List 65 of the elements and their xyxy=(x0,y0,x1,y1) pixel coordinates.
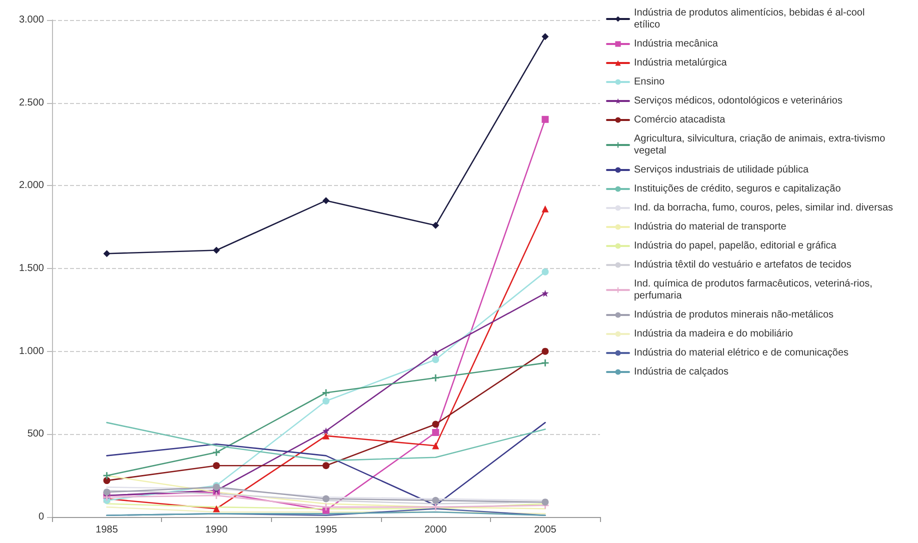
point xyxy=(212,505,220,512)
point xyxy=(212,448,220,456)
x-tick-label: 1985 xyxy=(96,524,118,536)
point xyxy=(322,389,330,396)
legend-label: Indústria do papel, papelão, editorial e gráfica xyxy=(634,240,837,252)
y-tick-label: 2.500 xyxy=(18,97,44,108)
point xyxy=(322,197,330,204)
legend-label: Indústria têxtil do vestuário e artefatos de tecidos xyxy=(634,260,852,270)
y-tick-label: 1.000 xyxy=(18,346,44,357)
point xyxy=(322,398,330,405)
x-tick-label: 2000 xyxy=(424,524,448,536)
point xyxy=(542,498,549,506)
point xyxy=(542,205,549,212)
point xyxy=(322,495,330,502)
legend-label: Ind. química de produtos farmacêuticos, veteriná-rios, perfumaria xyxy=(634,278,876,302)
point xyxy=(542,116,549,123)
legend-label: Serviços industriais de utilidade pública xyxy=(634,164,809,176)
point xyxy=(322,462,330,470)
point xyxy=(432,356,440,364)
point xyxy=(432,442,440,450)
x-tick-label: 1990 xyxy=(205,524,228,536)
point xyxy=(212,246,220,254)
legend-label: Indústria de produtos minerais não-metálicos xyxy=(634,310,834,320)
y-tick-label: 3.000 xyxy=(18,14,44,26)
legend-label: Ind. da borracha, fumo, couros, peles, similar ind. diversas xyxy=(634,202,894,214)
point xyxy=(542,359,549,366)
line-series xyxy=(106,422,546,462)
point xyxy=(212,492,220,499)
point xyxy=(432,374,440,382)
legend-label: Instituições de crédito, seguros e capitalização xyxy=(634,184,842,194)
point xyxy=(432,496,440,504)
point xyxy=(542,268,549,276)
point xyxy=(542,290,549,297)
point xyxy=(103,250,110,258)
legend-label: Indústria de calçados xyxy=(634,366,729,378)
legend-label: Indústria do material de transporte xyxy=(634,222,787,232)
y-tick-label: 500 xyxy=(27,428,44,440)
legend-label: Ensino xyxy=(634,76,666,88)
legend-label: Indústria do material elétrico e de comunicações xyxy=(634,348,849,358)
point xyxy=(432,429,440,436)
point xyxy=(212,462,220,470)
point xyxy=(542,348,549,355)
point xyxy=(103,488,110,496)
point xyxy=(322,504,330,511)
legend-label: Indústria da madeira e do mobiliário xyxy=(634,328,794,340)
point xyxy=(322,427,330,434)
point xyxy=(542,33,549,40)
point xyxy=(432,504,440,511)
legend-label: Serviços médicos, odontológicos e veterinários xyxy=(634,96,842,106)
legend-label: Indústria de produtos alimentícios, bebidas é al-cool etílico xyxy=(634,8,868,30)
legend-label: Agricultura, silvicultura, criação de animais, extra-tivismo vegetal xyxy=(634,134,888,156)
x-tick-label: 2005 xyxy=(534,524,557,536)
legend-label: Indústria metalúrgica xyxy=(634,58,728,68)
y-tick-label: 2.000 xyxy=(18,180,44,192)
legend-label: Indústria mecânica xyxy=(634,38,718,50)
point xyxy=(322,432,330,440)
y-tick-label: 0 xyxy=(38,512,44,522)
x-tick-label: 1995 xyxy=(314,524,338,536)
point xyxy=(432,222,440,229)
point xyxy=(103,477,110,484)
y-tick-label: 1.500 xyxy=(18,263,44,274)
point xyxy=(432,349,440,356)
point xyxy=(103,472,110,480)
point xyxy=(432,420,440,428)
legend-label: Comércio atacadista xyxy=(634,114,726,126)
